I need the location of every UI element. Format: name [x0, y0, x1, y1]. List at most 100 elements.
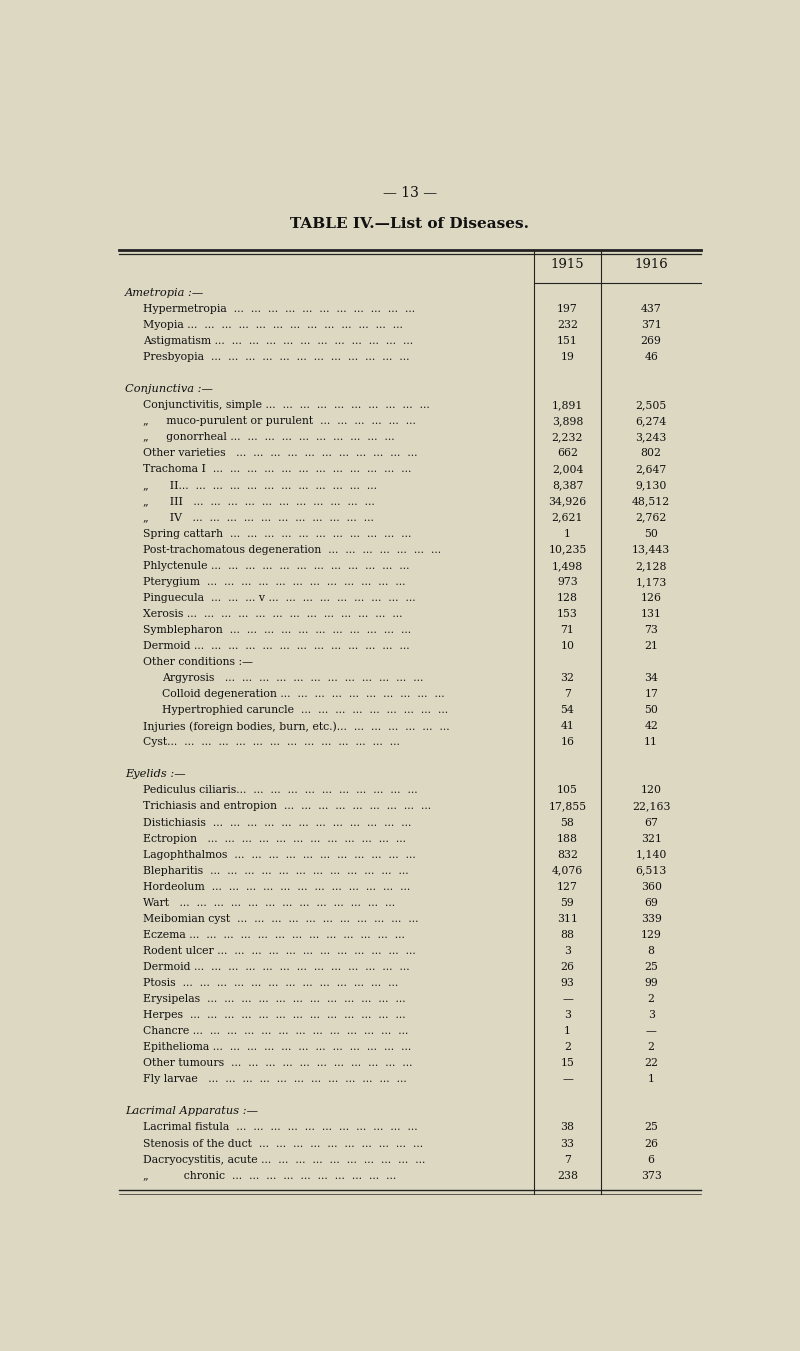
Text: 22: 22 — [644, 1058, 658, 1069]
Text: 153: 153 — [557, 609, 578, 619]
Text: 25: 25 — [644, 962, 658, 971]
Text: 662: 662 — [557, 449, 578, 458]
Text: „     gonorrheal ...  ...  ...  ...  ...  ...  ...  ...  ...  ...: „ gonorrheal ... ... ... ... ... ... ...… — [143, 432, 395, 442]
Text: Ametropia :—: Ametropia :— — [125, 288, 204, 299]
Text: —: — — [646, 1027, 657, 1036]
Text: 69: 69 — [644, 898, 658, 908]
Text: Other varieties   ...  ...  ...  ...  ...  ...  ...  ...  ...  ...  ...: Other varieties ... ... ... ... ... ... … — [143, 449, 418, 458]
Text: 21: 21 — [644, 640, 658, 651]
Text: 339: 339 — [641, 913, 662, 924]
Text: 2: 2 — [648, 994, 654, 1004]
Text: 1,498: 1,498 — [552, 561, 583, 570]
Text: Xerosis ...  ...  ...  ...  ...  ...  ...  ...  ...  ...  ...  ...  ...: Xerosis ... ... ... ... ... ... ... ... … — [143, 609, 403, 619]
Text: 7: 7 — [564, 689, 571, 700]
Text: 19: 19 — [561, 353, 574, 362]
Text: 371: 371 — [641, 320, 662, 330]
Text: Lagophthalmos  ...  ...  ...  ...  ...  ...  ...  ...  ...  ...  ...: Lagophthalmos ... ... ... ... ... ... ..… — [143, 850, 416, 859]
Text: Myopia ...  ...  ...  ...  ...  ...  ...  ...  ...  ...  ...  ...  ...: Myopia ... ... ... ... ... ... ... ... .… — [143, 320, 403, 330]
Text: Pediculus ciliaris...  ...  ...  ...  ...  ...  ...  ...  ...  ...  ...: Pediculus ciliaris... ... ... ... ... ..… — [143, 785, 418, 796]
Text: 26: 26 — [561, 962, 574, 971]
Text: 1,891: 1,891 — [552, 400, 583, 411]
Text: Conjunctiva :—: Conjunctiva :— — [125, 384, 213, 394]
Text: 16: 16 — [561, 738, 574, 747]
Text: 4,076: 4,076 — [552, 866, 583, 875]
Text: 269: 269 — [641, 336, 662, 346]
Text: 34,926: 34,926 — [548, 497, 586, 507]
Text: 48,512: 48,512 — [632, 497, 670, 507]
Text: Fly larvae   ...  ...  ...  ...  ...  ...  ...  ...  ...  ...  ...  ...: Fly larvae ... ... ... ... ... ... ... .… — [143, 1074, 407, 1085]
Text: — 13 —: — 13 — — [383, 186, 437, 200]
Text: 973: 973 — [557, 577, 578, 586]
Text: „     muco-purulent or purulent  ...  ...  ...  ...  ...  ...: „ muco-purulent or purulent ... ... ... … — [143, 416, 416, 427]
Text: TABLE IV.—List of Diseases.: TABLE IV.—List of Diseases. — [290, 218, 530, 231]
Text: Pterygium  ...  ...  ...  ...  ...  ...  ...  ...  ...  ...  ...  ...: Pterygium ... ... ... ... ... ... ... ..… — [143, 577, 406, 586]
Text: 17,855: 17,855 — [549, 801, 586, 812]
Text: 1,173: 1,173 — [635, 577, 667, 586]
Text: 10,235: 10,235 — [548, 544, 586, 555]
Text: 7: 7 — [564, 1155, 571, 1165]
Text: Hypertrophied caruncle  ...  ...  ...  ...  ...  ...  ...  ...  ...: Hypertrophied caruncle ... ... ... ... .… — [162, 705, 448, 715]
Text: Cyst...  ...  ...  ...  ...  ...  ...  ...  ...  ...  ...  ...  ...  ...: Cyst... ... ... ... ... ... ... ... ... … — [143, 738, 400, 747]
Text: Lacrimal Apparatus :—: Lacrimal Apparatus :— — [125, 1106, 258, 1116]
Text: „      II...  ...  ...  ...  ...  ...  ...  ...  ...  ...  ...  ...: „ II... ... ... ... ... ... ... ... ... … — [143, 481, 378, 490]
Text: Hypermetropia  ...  ...  ...  ...  ...  ...  ...  ...  ...  ...  ...: Hypermetropia ... ... ... ... ... ... ..… — [143, 304, 415, 313]
Text: Dermoid ...  ...  ...  ...  ...  ...  ...  ...  ...  ...  ...  ...  ...: Dermoid ... ... ... ... ... ... ... ... … — [143, 640, 410, 651]
Text: Dacryocystitis, acute ...  ...  ...  ...  ...  ...  ...  ...  ...  ...: Dacryocystitis, acute ... ... ... ... ..… — [143, 1155, 426, 1165]
Text: 129: 129 — [641, 929, 662, 940]
Text: 34: 34 — [644, 673, 658, 684]
Text: 437: 437 — [641, 304, 662, 313]
Text: Blepharitis  ...  ...  ...  ...  ...  ...  ...  ...  ...  ...  ...  ...: Blepharitis ... ... ... ... ... ... ... … — [143, 866, 409, 875]
Text: Colloid degeneration ...  ...  ...  ...  ...  ...  ...  ...  ...  ...: Colloid degeneration ... ... ... ... ...… — [162, 689, 445, 700]
Text: Meibomian cyst  ...  ...  ...  ...  ...  ...  ...  ...  ...  ...  ...: Meibomian cyst ... ... ... ... ... ... .… — [143, 913, 419, 924]
Text: 126: 126 — [641, 593, 662, 603]
Text: Rodent ulcer ...  ...  ...  ...  ...  ...  ...  ...  ...  ...  ...  ...: Rodent ulcer ... ... ... ... ... ... ...… — [143, 946, 416, 957]
Text: Herpes  ...  ...  ...  ...  ...  ...  ...  ...  ...  ...  ...  ...  ...: Herpes ... ... ... ... ... ... ... ... .… — [143, 1011, 406, 1020]
Text: 46: 46 — [644, 353, 658, 362]
Text: 11: 11 — [644, 738, 658, 747]
Text: 88: 88 — [561, 929, 574, 940]
Text: —: — — [562, 994, 573, 1004]
Text: Lacrimal fistula  ...  ...  ...  ...  ...  ...  ...  ...  ...  ...  ...: Lacrimal fistula ... ... ... ... ... ...… — [143, 1123, 418, 1132]
Text: Other conditions :—: Other conditions :— — [143, 657, 254, 667]
Text: Ptosis  ...  ...  ...  ...  ...  ...  ...  ...  ...  ...  ...  ...  ...: Ptosis ... ... ... ... ... ... ... ... .… — [143, 978, 398, 988]
Text: 50: 50 — [644, 705, 658, 715]
Text: 120: 120 — [641, 785, 662, 796]
Text: „      IV   ...  ...  ...  ...  ...  ...  ...  ...  ...  ...  ...: „ IV ... ... ... ... ... ... ... ... ...… — [143, 512, 374, 523]
Text: 2: 2 — [564, 1042, 571, 1052]
Text: 832: 832 — [557, 850, 578, 859]
Text: 13,443: 13,443 — [632, 544, 670, 555]
Text: Trichiasis and entropion  ...  ...  ...  ...  ...  ...  ...  ...  ...: Trichiasis and entropion ... ... ... ...… — [143, 801, 431, 812]
Text: 373: 373 — [641, 1170, 662, 1181]
Text: Epithelioma ...  ...  ...  ...  ...  ...  ...  ...  ...  ...  ...  ...: Epithelioma ... ... ... ... ... ... ... … — [143, 1042, 412, 1052]
Text: 6: 6 — [648, 1155, 654, 1165]
Text: Phlyctenule ...  ...  ...  ...  ...  ...  ...  ...  ...  ...  ...  ...: Phlyctenule ... ... ... ... ... ... ... … — [143, 561, 410, 570]
Text: 238: 238 — [557, 1170, 578, 1181]
Text: 15: 15 — [561, 1058, 574, 1069]
Text: 197: 197 — [557, 304, 578, 313]
Text: 99: 99 — [644, 978, 658, 988]
Text: Dermoid ...  ...  ...  ...  ...  ...  ...  ...  ...  ...  ...  ...  ...: Dermoid ... ... ... ... ... ... ... ... … — [143, 962, 410, 971]
Text: Eyelids :—: Eyelids :— — [125, 769, 186, 780]
Text: 17: 17 — [644, 689, 658, 700]
Text: Conjunctivitis, simple ...  ...  ...  ...  ...  ...  ...  ...  ...  ...: Conjunctivitis, simple ... ... ... ... .… — [143, 400, 430, 411]
Text: 2,621: 2,621 — [552, 512, 583, 523]
Text: 2,128: 2,128 — [635, 561, 667, 570]
Text: 41: 41 — [561, 721, 574, 731]
Text: Trachoma I  ...  ...  ...  ...  ...  ...  ...  ...  ...  ...  ...  ...: Trachoma I ... ... ... ... ... ... ... .… — [143, 465, 412, 474]
Text: 321: 321 — [641, 834, 662, 843]
Text: 802: 802 — [641, 449, 662, 458]
Text: Erysipelas  ...  ...  ...  ...  ...  ...  ...  ...  ...  ...  ...  ...: Erysipelas ... ... ... ... ... ... ... .… — [143, 994, 406, 1004]
Text: 22,163: 22,163 — [632, 801, 670, 812]
Text: 3,243: 3,243 — [635, 432, 667, 442]
Text: 33: 33 — [561, 1139, 574, 1148]
Text: Eczema ...  ...  ...  ...  ...  ...  ...  ...  ...  ...  ...  ...  ...: Eczema ... ... ... ... ... ... ... ... .… — [143, 929, 406, 940]
Text: 93: 93 — [561, 978, 574, 988]
Text: Other tumours  ...  ...  ...  ...  ...  ...  ...  ...  ...  ...  ...: Other tumours ... ... ... ... ... ... ..… — [143, 1058, 413, 1069]
Text: Hordeolum  ...  ...  ...  ...  ...  ...  ...  ...  ...  ...  ...  ...: Hordeolum ... ... ... ... ... ... ... ..… — [143, 882, 410, 892]
Text: 54: 54 — [561, 705, 574, 715]
Text: 73: 73 — [644, 626, 658, 635]
Text: —: — — [562, 1074, 573, 1085]
Text: 9,130: 9,130 — [635, 481, 667, 490]
Text: Argyrosis   ...  ...  ...  ...  ...  ...  ...  ...  ...  ...  ...  ...: Argyrosis ... ... ... ... ... ... ... ..… — [162, 673, 423, 684]
Text: 26: 26 — [644, 1139, 658, 1148]
